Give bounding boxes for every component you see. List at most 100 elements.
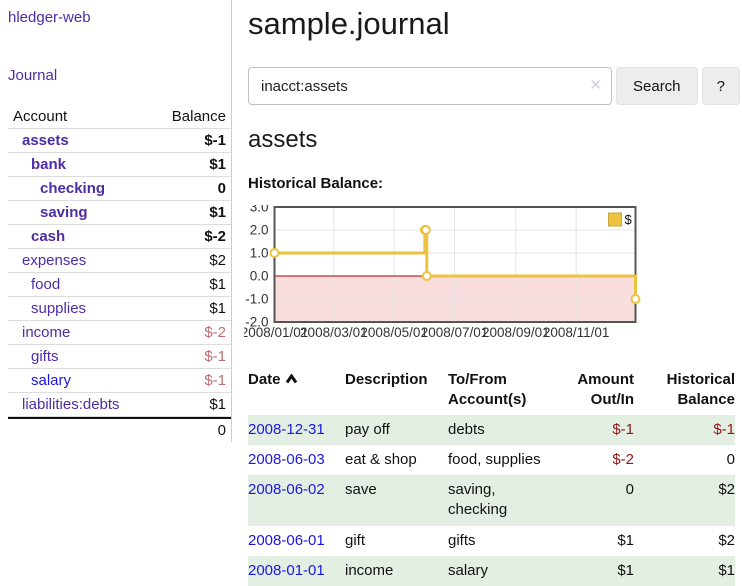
svg-text:1.0: 1.0 [250,246,269,261]
account-balance: $2 [209,252,226,269]
transaction-date-link[interactable]: 2008-01-01 [248,561,325,579]
transaction-accounts: saving, checking [448,481,508,519]
svg-text:-1.0: -1.0 [245,292,268,307]
page-title: sample.journal [248,6,450,41]
account-row-checking: checking 0 [8,177,231,201]
help-button[interactable]: ? [701,67,740,105]
col-header-date[interactable]: Date [248,368,345,415]
col-header-tofrom-line2: Account(s) [448,391,527,409]
account-link[interactable]: income [22,324,71,341]
account-link[interactable]: saving [40,204,88,221]
svg-text:3.0: 3.0 [250,205,269,215]
search-form: ✕ Search ? [248,67,740,105]
col-header-balance-line1: Historical [666,371,735,388]
chart-title: Historical Balance: [248,175,384,192]
transaction-accounts: gifts [448,531,476,549]
account-link[interactable]: assets [22,132,69,149]
col-header-date-label: Date [248,371,281,388]
account-balance: $1 [209,276,226,293]
account-balance: $1 [209,396,226,413]
search-input[interactable] [248,67,612,105]
accounts-total-row: 0 [8,417,231,441]
svg-text:0.0: 0.0 [250,269,269,284]
account-link[interactable]: bank [31,156,67,173]
transaction-date-link[interactable]: 2008-12-31 [248,420,325,438]
sidebar-item-journal[interactable]: Journal [8,67,58,84]
account-balance: $-1 [204,348,226,365]
account-row-cash: cash $-2 [8,225,231,249]
account-row-saving: saving $1 [8,201,231,225]
transaction-amount: 0 [625,481,634,498]
account-link[interactable]: salary [31,372,72,389]
transaction-accounts: debts [448,420,485,438]
account-balance: $1 [209,300,226,317]
col-header-description: Description [345,371,428,388]
transaction-amount: $-1 [612,420,634,438]
register-row: 2008-06-02 save saving, checking 0 $2 [248,475,735,526]
account-balance: $-1 [204,372,226,389]
account-balance: $1 [209,204,226,221]
transaction-date-link[interactable]: 2008-06-02 [248,481,325,498]
transaction-balance: $2 [718,481,735,498]
transaction-balance: 0 [726,450,735,468]
svg-text:-2.0: -2.0 [245,315,268,330]
register-row: 2008-06-03 eat & shop food, supplies $-2… [248,445,735,475]
chart-canvas: $3.0 2.0 1.0 0.0 -1.0 -2.02008/01/012008/03/0… [241,200,641,340]
account-balance: $-1 [204,132,226,149]
account-link[interactable]: supplies [31,300,87,317]
accounts-total-balance: 0 [217,421,226,439]
transaction-description: save [345,481,377,498]
sidebar: hledger-web Journal Account Balance asse… [0,0,232,442]
account-link[interactable]: liabilities:debts [22,396,120,413]
account-link[interactable]: gifts [31,348,59,365]
account-link[interactable]: expenses [22,252,87,269]
svg-text:2008/01/01: 2008/01/01 [244,325,308,340]
transaction-description: income [345,561,394,579]
col-header-amount-line2: Out/In [590,391,634,409]
account-balance: $1 [209,156,226,173]
transaction-accounts: salary [448,561,489,579]
register-table: Date Description To/From Account(s) Amou… [248,368,735,586]
historical-balance-chart: $3.0 2.0 1.0 0.0 -1.0 -2.0 2008/01/01 2008/03/0… [241,200,740,352]
col-header-balance-line2: Balance [677,391,735,409]
account-balance: $-2 [204,228,226,245]
app-brand-link[interactable]: hledger-web [8,9,91,26]
account-row-bank: bank $1 [8,153,231,177]
transaction-date-link[interactable]: 2008-06-03 [248,450,325,468]
transaction-amount: $-2 [612,450,634,468]
svg-text:2.0: 2.0 [250,223,269,238]
transaction-date-link[interactable]: 2008-06-01 [248,531,325,549]
transaction-balance: $2 [718,531,735,549]
accounts-header-row: Account Balance [8,105,231,129]
accounts-header-balance: Balance [171,108,226,125]
account-row-supplies: supplies $1 [8,297,231,321]
col-header-amount-line1: Amount [577,371,634,388]
transaction-description: gift [345,531,366,549]
search-input-wrap: ✕ [248,67,612,105]
main-content: sample.journal ✕ Search ? assets Histori… [232,0,742,586]
col-header-balance: Historical Balance [642,368,735,415]
svg-text:2008/03/01: 2008/03/01 [300,325,368,340]
svg-text:$: $ [625,212,633,227]
account-row-expenses: expenses $2 [8,249,231,273]
search-button[interactable]: Search [616,67,698,105]
account-row-food: food $1 [8,273,231,297]
account-balance: $-2 [204,324,226,341]
register-row: 2008-01-01 income salary $1 $1 [248,555,735,586]
transaction-amount: $1 [617,531,634,549]
account-row-income: income $-2 [8,321,231,345]
sort-asc-icon [285,371,298,388]
account-heading: assets [248,126,318,153]
transaction-description: eat & shop [345,450,417,468]
col-header-tofrom-line1: To/From [448,371,507,388]
transaction-balance: $-1 [713,420,735,438]
svg-text:2008/07/01: 2008/07/01 [421,325,489,340]
account-link[interactable]: cash [31,228,66,245]
transaction-description: pay off [345,420,390,438]
transaction-accounts: food, supplies [448,450,541,468]
account-row-liabilities-debts: liabilities:debts $1 [8,393,231,417]
account-link[interactable]: food [31,276,61,293]
account-link[interactable]: checking [40,180,106,197]
clear-search-icon[interactable]: ✕ [589,77,602,95]
account-row-gifts: gifts $-1 [8,345,231,369]
